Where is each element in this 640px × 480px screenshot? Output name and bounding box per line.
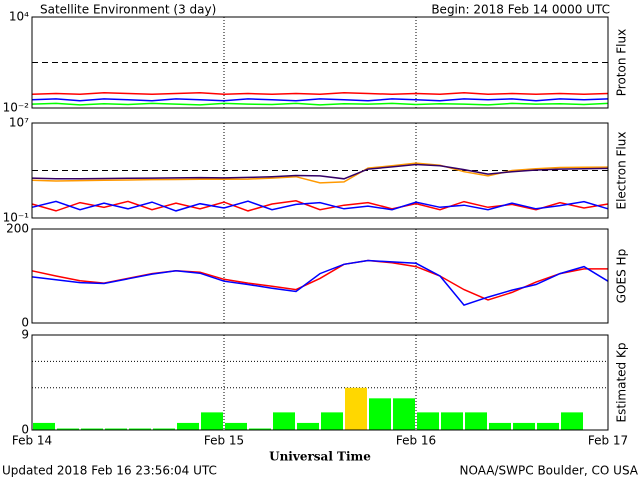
- y-tick-label: 0: [21, 316, 29, 330]
- series-line: [31, 200, 609, 212]
- bar: [345, 387, 367, 430]
- x-axis-label: Universal Time: [269, 450, 371, 464]
- bar: [489, 422, 511, 430]
- series-line: [31, 259, 609, 306]
- y-axis-label: Proton Flux: [615, 29, 629, 96]
- bar: [561, 412, 583, 430]
- y-tick-label: 200: [6, 222, 29, 236]
- series-line: [31, 163, 609, 180]
- bar: [321, 412, 343, 430]
- bar: [249, 428, 271, 430]
- bar: [153, 428, 175, 430]
- bar: [201, 412, 223, 430]
- panel-frame: [31, 228, 609, 324]
- panel-frame: [31, 16, 609, 109]
- bar: [81, 428, 103, 430]
- x-tick-label: Feb 15: [204, 434, 244, 448]
- bar: [33, 422, 55, 430]
- chart-title: Satellite Environment (3 day): [40, 3, 216, 17]
- bar: [393, 398, 415, 430]
- panel-frame: [31, 122, 609, 219]
- bar: [105, 428, 127, 430]
- series-line: [31, 102, 609, 106]
- bar: [513, 422, 535, 430]
- bar: [417, 412, 439, 430]
- x-tick-label: Feb 16: [396, 434, 436, 448]
- y-tick-label: 0: [21, 423, 29, 437]
- footer-left: Updated 2018 Feb 16 23:56:04 UTC: [2, 464, 217, 478]
- y-tick-label: 9: [21, 328, 29, 342]
- bar: [537, 422, 559, 430]
- y-axis-label: Electron Flux: [615, 132, 629, 210]
- bar: [57, 428, 79, 430]
- bar: [225, 422, 247, 430]
- bar: [441, 412, 463, 430]
- y-axis-label: Estimated Kp: [615, 343, 629, 423]
- series-line: [31, 162, 609, 184]
- bar: [369, 398, 391, 430]
- y-axis-label: GOES Hp: [615, 249, 629, 303]
- y-tick-label: 10⁻²: [3, 101, 30, 115]
- footer-right: NOAA/SWPC Boulder, CO USA: [460, 464, 639, 478]
- x-tick-label: Feb 17: [588, 434, 628, 448]
- bar: [465, 412, 487, 430]
- y-tick-label: 10⁴: [9, 10, 29, 24]
- bar: [177, 422, 199, 430]
- y-tick-label: 10⁻¹: [3, 211, 30, 225]
- bar: [129, 428, 151, 430]
- panel-frame: [31, 334, 609, 431]
- begin-time: Begin: 2018 Feb 14 0000 UTC: [431, 3, 610, 17]
- y-tick-label: 10⁷: [9, 116, 29, 130]
- series-line: [31, 200, 609, 212]
- bar: [297, 422, 319, 430]
- series-line: [31, 92, 609, 96]
- series-line: [31, 98, 609, 102]
- x-tick-label: Feb 14: [12, 434, 52, 448]
- bar: [273, 412, 295, 430]
